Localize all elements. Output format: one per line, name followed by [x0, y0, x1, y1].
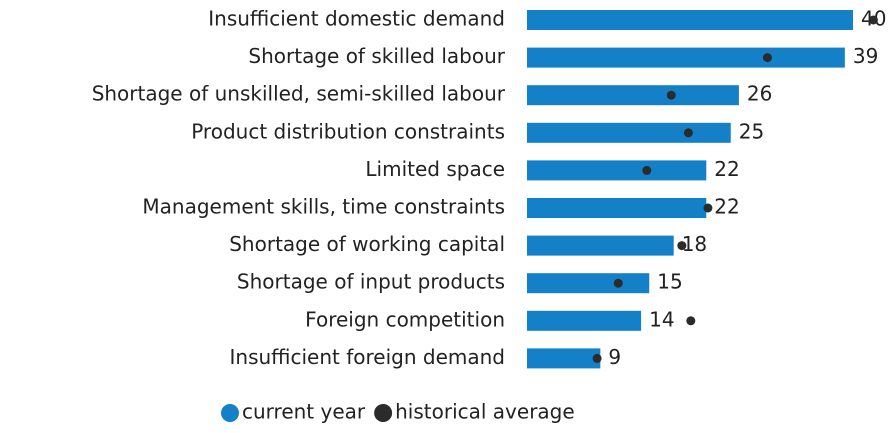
legend-label: historical average [395, 400, 575, 424]
category-label: Management skills, time constraints [142, 195, 505, 219]
value-label: 9 [608, 345, 621, 369]
legend-swatch [221, 404, 239, 422]
historical-dot [686, 316, 696, 326]
bar [527, 10, 853, 30]
category-label: Shortage of working capital [229, 232, 505, 256]
historical-dot [868, 15, 878, 25]
value-label: 22 [714, 195, 739, 219]
category-label: Product distribution constraints [191, 119, 505, 143]
bar [527, 47, 845, 68]
category-label: Insufficient domestic demand [208, 7, 505, 31]
historical-dot [642, 165, 652, 175]
historical-dot [592, 353, 602, 363]
bar [527, 273, 650, 294]
bar [527, 160, 707, 181]
historical-dot [613, 278, 623, 288]
legend-swatch [374, 404, 393, 422]
category-label: Shortage of unskilled, semi-skilled labo… [92, 82, 506, 106]
value-label: 15 [657, 270, 682, 294]
category-label: Insufficient foreign demand [230, 345, 506, 369]
bar [527, 235, 674, 256]
category-label: Shortage of input products [237, 270, 505, 294]
legend-label: current year [242, 400, 366, 424]
value-label: 25 [739, 119, 764, 143]
historical-dot [703, 203, 713, 213]
category-label: Foreign competition [305, 307, 505, 331]
bar [527, 198, 707, 218]
bar [527, 310, 642, 331]
category-label: Shortage of skilled labour [248, 44, 505, 68]
value-label: 14 [649, 307, 674, 331]
value-label: 26 [747, 82, 772, 106]
historical-dot [762, 53, 772, 63]
bar [527, 85, 739, 106]
value-label: 39 [853, 44, 878, 68]
bar [527, 122, 731, 143]
historical-dot [683, 128, 693, 138]
historical-dot [666, 90, 676, 100]
historical-dot [677, 241, 687, 251]
bar [527, 348, 601, 369]
value-label: 22 [714, 157, 739, 181]
category-label: Limited space [365, 157, 505, 181]
